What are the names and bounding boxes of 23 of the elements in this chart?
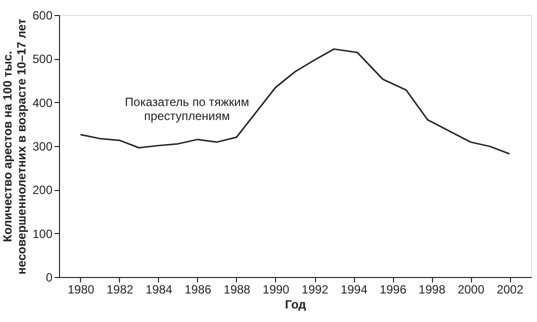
y-axis-title: Количество арестов на 100 тыс. несовершеннолетних в возрасте 10–17 лет (0, 18, 28, 274)
x-tick-label: 2000 (458, 282, 485, 296)
x-tick-label: 1986 (184, 282, 212, 296)
x-tick-label: 1998 (418, 282, 446, 296)
x-tick-label: 1982 (106, 282, 134, 296)
line-series (80, 48, 510, 155)
x-tick-label: 1984 (146, 282, 173, 296)
x-tick-label: 1994 (340, 282, 368, 296)
y-tick-label: 300 (32, 140, 53, 154)
x-tick-label: 2002 (496, 282, 524, 296)
x-tick-label: 1996 (380, 282, 407, 296)
y-tick-label: 400 (32, 96, 53, 110)
x-tick-label: 1988 (224, 282, 251, 296)
series-label: Показатель по тяжким преступлениям (124, 95, 250, 123)
y-tick-label: 100 (32, 226, 53, 241)
y-tick-label: 500 (32, 52, 53, 66)
x-axis-title: Год (285, 298, 306, 312)
x-tick-label: 1992 (302, 282, 329, 296)
x-tick-label: 1980 (68, 282, 95, 296)
y-tick-label: 200 (32, 183, 53, 198)
y-tick-label: 0 (46, 270, 53, 284)
x-tick-label: 1990 (262, 282, 290, 296)
y-tick-label: 600 (32, 8, 53, 22)
